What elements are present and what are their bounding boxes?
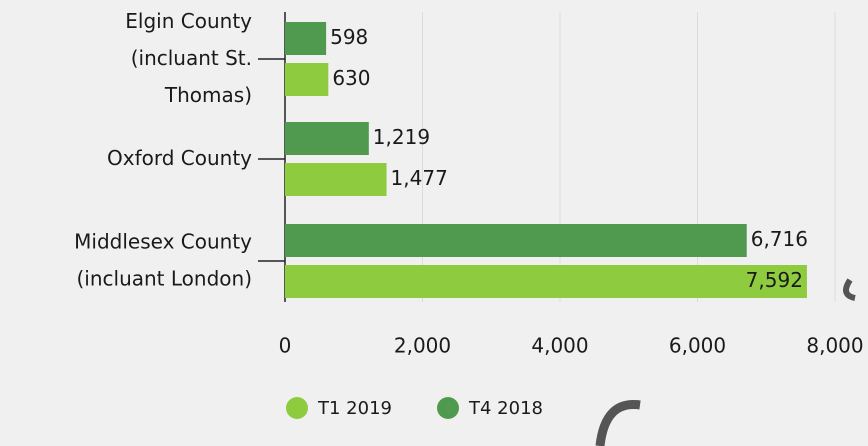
bar [285, 122, 369, 155]
bar [285, 224, 747, 257]
value-label: 1,219 [373, 125, 430, 149]
legend-swatch [286, 397, 308, 419]
legend-label: T4 2018 [468, 398, 543, 419]
bar [285, 63, 329, 96]
x-tick-label: 4,000 [531, 334, 588, 358]
x-tick-label: 6,000 [669, 334, 726, 358]
x-tick-label: 2,000 [394, 334, 451, 358]
value-label: 1,477 [391, 166, 448, 190]
y-tick-label: Oxford County [107, 146, 252, 170]
decoration [595, 400, 641, 446]
x-tick-label: 8,000 [806, 334, 863, 358]
value-label: 630 [332, 66, 370, 90]
bar [285, 22, 327, 55]
legend-label: T1 2019 [317, 398, 392, 419]
value-label: 6,716 [751, 227, 808, 251]
y-tick-label: Elgin County (incluant St. Thomas) [125, 9, 252, 107]
bar [285, 265, 807, 298]
legend-swatch [437, 397, 459, 419]
value-label: 7,592 [746, 268, 803, 292]
y-tick-label: Middlesex County (incluant London) [74, 229, 252, 290]
bar [285, 163, 387, 196]
value-label: 598 [330, 25, 368, 49]
x-tick-label: 0 [279, 334, 292, 358]
decoration [843, 278, 856, 301]
